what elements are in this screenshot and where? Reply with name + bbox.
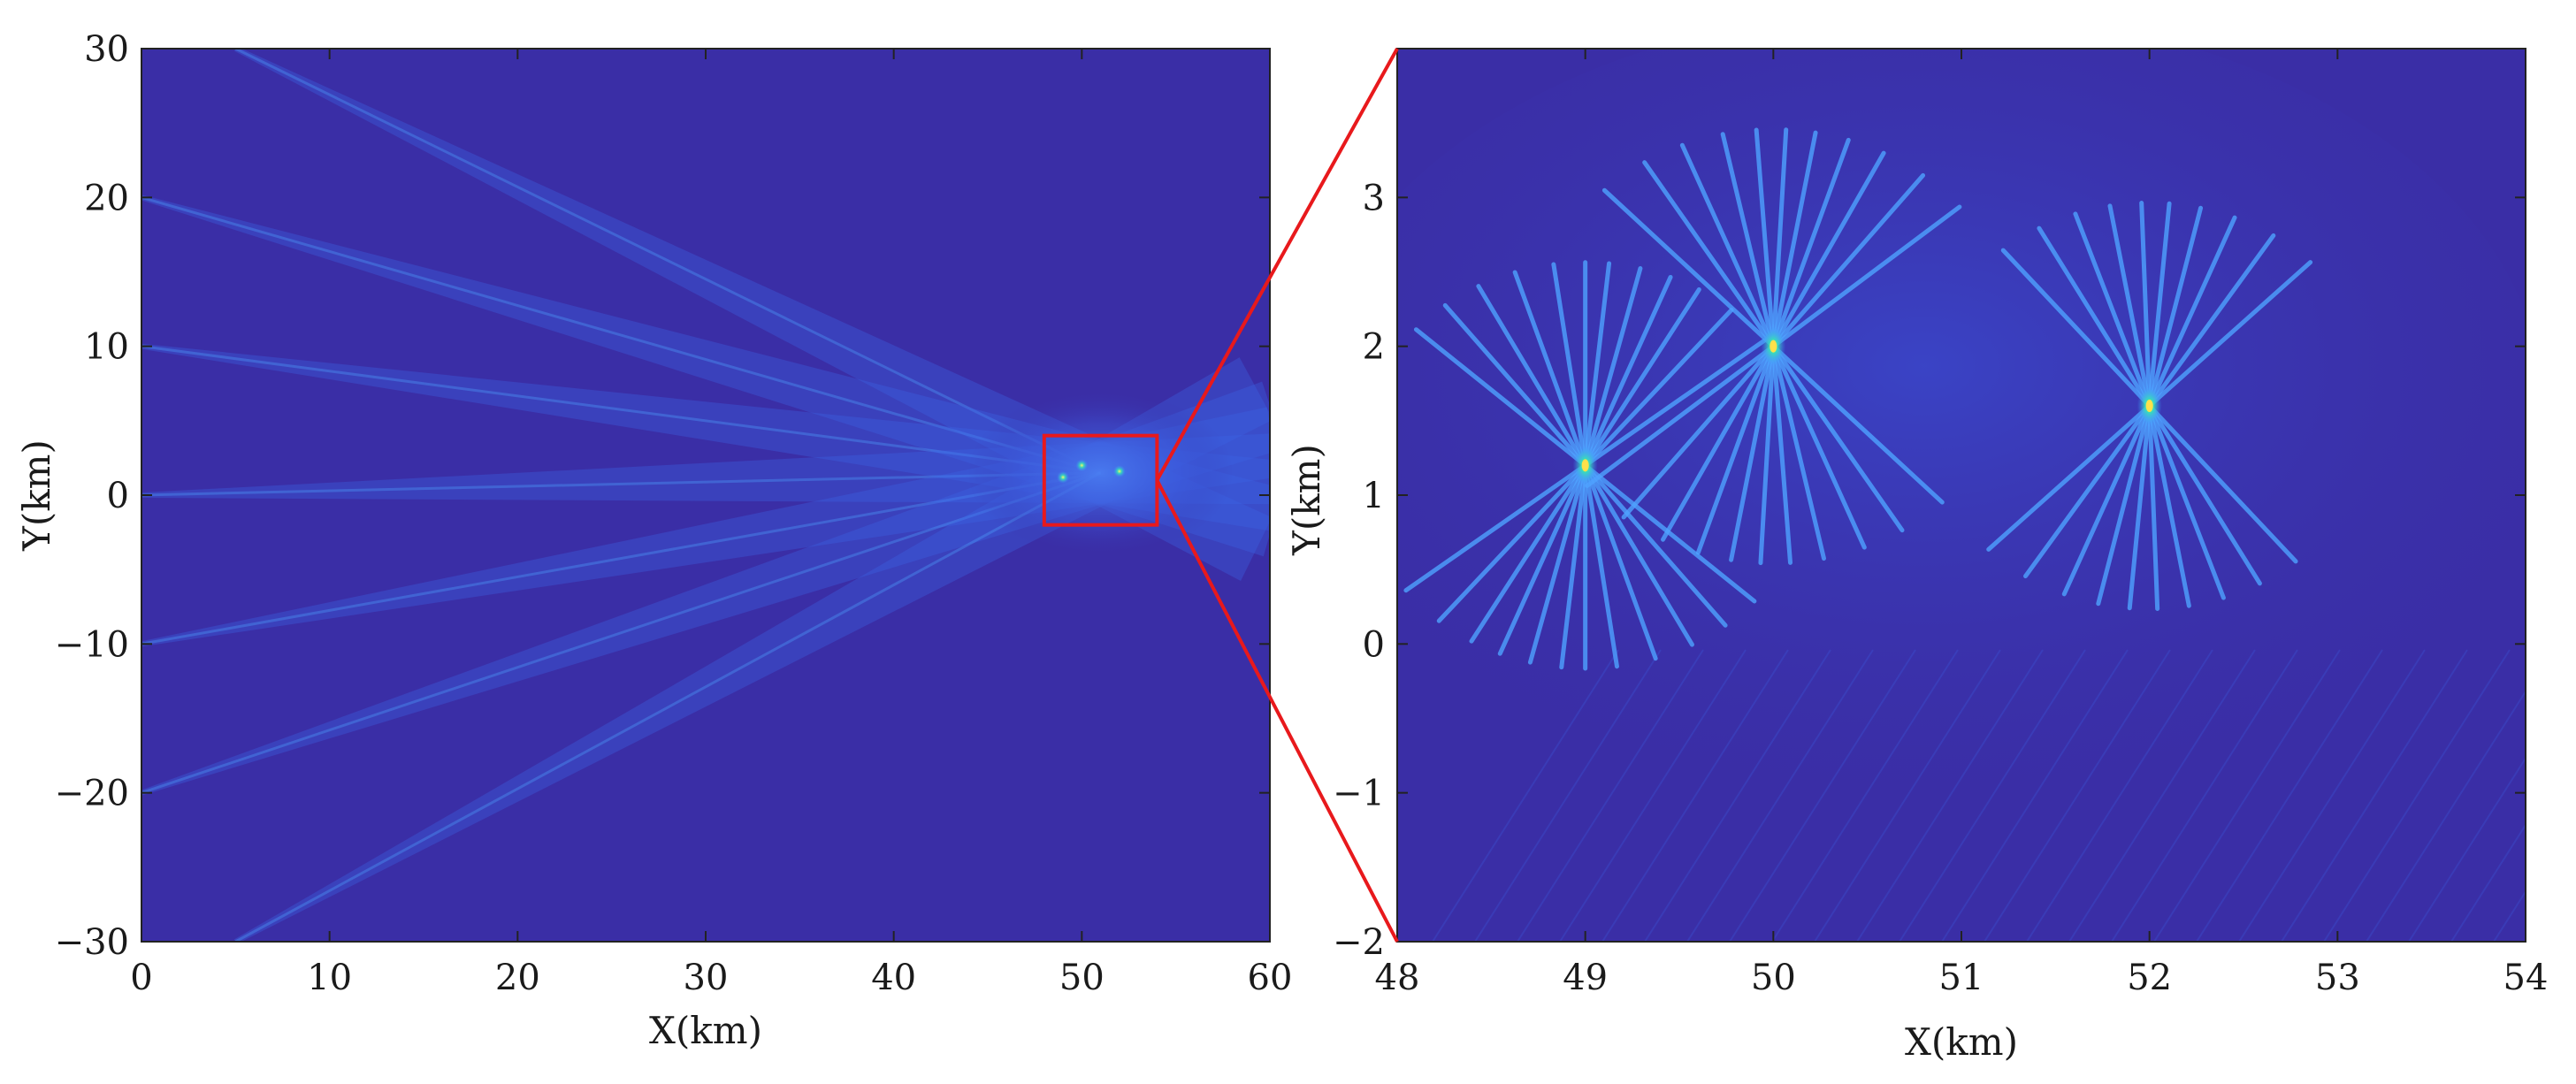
- background-streak: [1601, 649, 1789, 942]
- zoom-x-tick-label: 52: [2127, 958, 2172, 998]
- background-streak: [1432, 649, 1619, 942]
- overview-target-peak: [1112, 465, 1126, 478]
- zoom-y-axis-title: Y(km): [1285, 444, 1328, 556]
- zoom-y-tick-label: −2: [1333, 922, 1385, 963]
- overview-x-tick-label: 40: [871, 958, 916, 998]
- background-streak: [1899, 649, 2086, 942]
- beam-line: [141, 195, 1102, 475]
- background-streak: [1814, 649, 2001, 942]
- background-streak: [2366, 690, 2526, 942]
- zoom-y-tick-label: −1: [1333, 774, 1385, 814]
- background-streak: [2068, 649, 2256, 942]
- background-streak: [1474, 649, 1662, 942]
- overview-y-tick-label: −20: [55, 774, 129, 814]
- overview-x-tick-label: 20: [495, 958, 540, 998]
- overview-y-tick-label: 30: [84, 29, 129, 70]
- zoom-x-tick-label: 54: [2503, 958, 2549, 998]
- background-streak: [2111, 649, 2298, 942]
- zoom-connector-top: [1155, 48, 1399, 482]
- background-streak: [2153, 649, 2341, 942]
- zoom-x-tick-label: 51: [1939, 958, 1984, 998]
- zoom-y-tick-label: 2: [1363, 327, 1385, 368]
- overview-x-tick-label: 60: [1248, 958, 1293, 998]
- overview-x-tick-label: 50: [1059, 958, 1105, 998]
- zoom-x-tick-label: 49: [1563, 958, 1608, 998]
- overview-target-peak: [1057, 470, 1070, 484]
- background-streak: [1941, 649, 2129, 942]
- background-streak: [2196, 649, 2383, 942]
- background-streak: [1729, 649, 1916, 942]
- background-streak: [1984, 649, 2171, 942]
- background-streak: [2450, 823, 2526, 942]
- target-peak-core: [1581, 459, 1589, 472]
- background-streak: [1686, 649, 1874, 942]
- overview-y-tick-label: 10: [84, 327, 129, 368]
- zoom-x-tick-label: 50: [1751, 958, 1796, 998]
- background-streak: [1517, 649, 1704, 942]
- background-streak: [1856, 649, 2044, 942]
- zoom-indicator: [1042, 48, 1399, 943]
- overview-y-tick-label: −10: [55, 624, 129, 665]
- background-streak: [2408, 756, 2526, 942]
- background-streak: [2323, 649, 2511, 942]
- background-streak: [1559, 649, 1747, 942]
- zoom-y-tick-label: 3: [1363, 178, 1385, 218]
- overview-y-tick-label: −30: [55, 922, 129, 963]
- overview-target-peak: [1075, 459, 1089, 472]
- overview-x-tick-label: 10: [307, 958, 352, 998]
- background-streak: [2238, 649, 2426, 942]
- focus-glow: [967, 388, 1234, 557]
- overview-panel: 0 10 20 30 40 50 60 30 20 10 0 −10 −20 −30 X(km) Y(k…: [15, 29, 1292, 1052]
- overview-x-tick-label: 30: [684, 958, 729, 998]
- background-streak: [2026, 649, 2213, 942]
- target-peak-core: [1770, 340, 1777, 353]
- background-streak: [2281, 649, 2468, 942]
- overview-y-axis-title: Y(km): [15, 439, 58, 552]
- beam-line: [141, 471, 1101, 497]
- overview-x-ticks: 0 10 20 30 40 50 60: [130, 49, 1292, 998]
- background-streak: [1644, 649, 1831, 942]
- zoom-y-ticks: 3 2 1 0 −1 −2: [1333, 178, 2526, 963]
- beam-line: [234, 49, 1102, 475]
- beam-line: [141, 471, 1102, 795]
- zoom-x-axis-title: X(km): [1905, 1020, 2018, 1064]
- overview-y-tick-label: 0: [107, 476, 129, 516]
- zoom-y-tick-label: 0: [1363, 624, 1385, 665]
- beam-line: [234, 471, 1102, 942]
- overview-x-axis-title: X(km): [649, 1009, 762, 1052]
- overview-y-tick-label: 20: [84, 178, 129, 218]
- zoom-panel: 48 49 50 51 52 53 54 3 2 1 0 −1 −2 X(km) Y(km): [1285, 48, 2549, 1064]
- zoom-beams: [1397, 49, 2526, 942]
- target-peak-core: [2145, 400, 2153, 412]
- background-streak: [1771, 649, 1959, 942]
- overview-y-ticks: 30 20 10 0 −10 −20 −30: [55, 29, 1270, 963]
- beam-line: [141, 345, 1101, 475]
- zoom-x-tick-label: 53: [2315, 958, 2360, 998]
- overview-x-tick-label: 0: [130, 958, 152, 998]
- zoom-haze: [1397, 49, 2526, 804]
- zoom-x-tick-label: 48: [1375, 958, 1420, 998]
- zoom-connector-bottom: [1155, 479, 1399, 943]
- overview-beams: [141, 49, 1270, 942]
- zoom-y-tick-label: 1: [1363, 476, 1385, 516]
- beam-line: [141, 471, 1101, 645]
- zoom-x-ticks: 48 49 50 51 52 53 54: [1375, 49, 2549, 998]
